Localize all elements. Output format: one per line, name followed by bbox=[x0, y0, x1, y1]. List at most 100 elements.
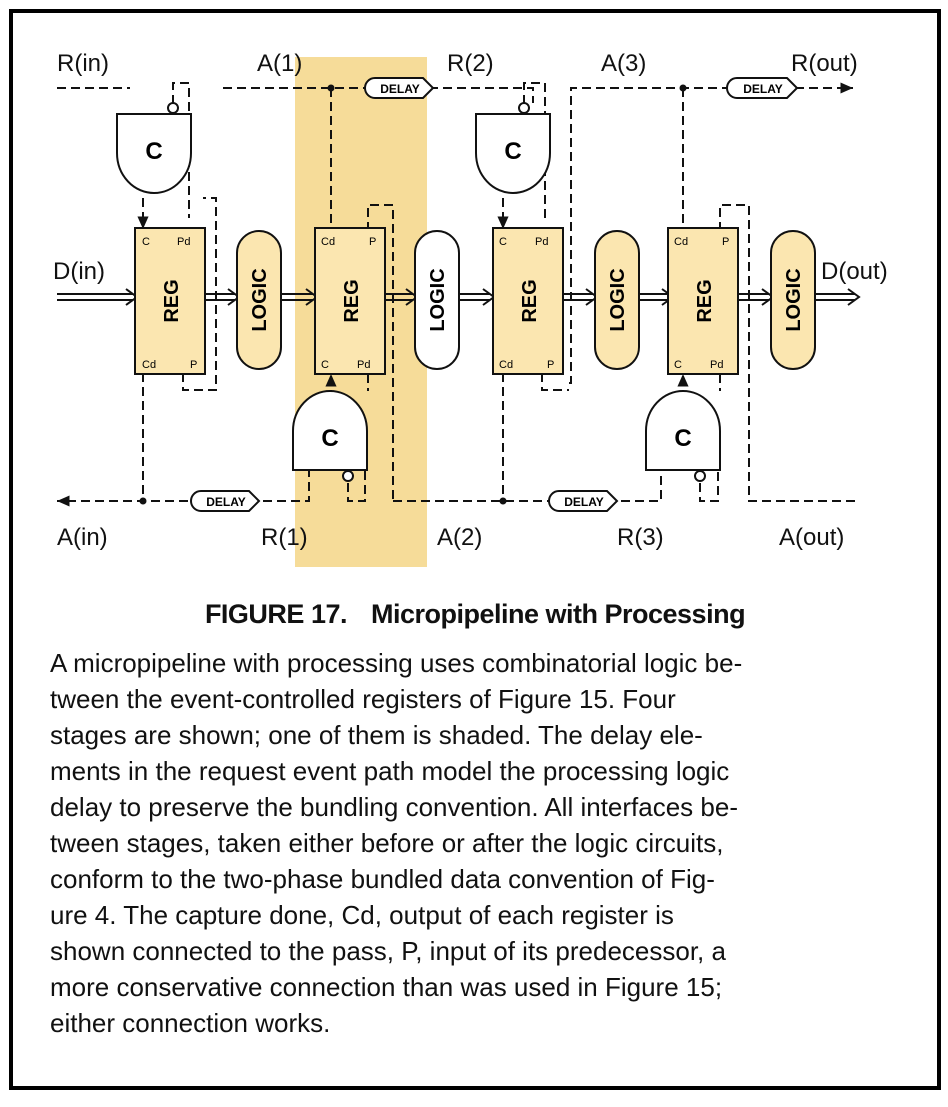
c-element-3: C bbox=[475, 102, 551, 194]
r1-wire bbox=[263, 468, 310, 502]
junction-a-in bbox=[139, 497, 147, 505]
data-wire-3 bbox=[386, 293, 413, 301]
caption-line: more conservative connection than was us… bbox=[50, 972, 723, 1002]
junction-a3 bbox=[679, 84, 687, 92]
svg-text:DELAY: DELAY bbox=[380, 82, 420, 96]
figure-title: Micropipeline with Processing bbox=[370, 599, 746, 629]
svg-text:REG: REG bbox=[161, 279, 183, 322]
label-r3: R(3) bbox=[617, 524, 664, 551]
data-wire-6 bbox=[637, 293, 669, 301]
svg-text:Cd: Cd bbox=[674, 236, 688, 248]
svg-text:P: P bbox=[722, 236, 729, 248]
data-arrow-out bbox=[847, 288, 861, 306]
c-element-4: C bbox=[645, 390, 721, 482]
caption-line: conform to the two-phase bundled data co… bbox=[50, 864, 715, 894]
register-3: C Pd Cd P REG bbox=[492, 227, 564, 375]
label-r2: R(2) bbox=[447, 50, 494, 77]
svg-text:C: C bbox=[142, 236, 150, 248]
delay-element-top-2: DELAY bbox=[726, 77, 799, 99]
svg-text:C: C bbox=[321, 425, 338, 452]
svg-text:LOGIC: LOGIC bbox=[783, 268, 805, 331]
reg3-p-wire bbox=[541, 373, 569, 391]
register-1: C Pd Cd P REG bbox=[134, 227, 206, 375]
label-a-in: A(in) bbox=[57, 524, 108, 551]
label-a1: A(1) bbox=[257, 50, 302, 77]
svg-text:REG: REG bbox=[341, 279, 363, 322]
data-wire-in bbox=[57, 293, 133, 301]
junction-a1 bbox=[327, 84, 335, 92]
reg2-p-loop bbox=[367, 204, 394, 501]
label-r-in: R(in) bbox=[57, 50, 109, 77]
r3-wire bbox=[621, 468, 662, 502]
a3-wire bbox=[569, 87, 733, 384]
svg-text:DELAY: DELAY bbox=[743, 82, 783, 96]
svg-text:C: C bbox=[674, 359, 682, 371]
data-wire-out bbox=[813, 293, 855, 301]
svg-text:DELAY: DELAY bbox=[206, 495, 246, 509]
micropipeline-diagram: C Pd Cd P REG Cd P C Pd REG C Pd Cd P RE… bbox=[53, 50, 888, 567]
logic-block-3: LOGIC bbox=[594, 230, 640, 370]
svg-text:Pd: Pd bbox=[357, 359, 370, 371]
svg-text:LOGIC: LOGIC bbox=[249, 268, 271, 331]
caption-line: A micropipeline with processing uses com… bbox=[50, 648, 743, 678]
label-a2: A(2) bbox=[437, 524, 482, 551]
caption-line: stages are shown; one of them is shaded.… bbox=[50, 720, 703, 750]
register-2: Cd P C Pd REG bbox=[314, 227, 386, 375]
junction-a2 bbox=[499, 497, 507, 505]
figure-caption-title: FIGURE 17. Micropipeline with Processing bbox=[13, 599, 937, 630]
caption-line: delay to preserve the bundling conventio… bbox=[50, 792, 738, 822]
data-wire-4 bbox=[459, 293, 490, 301]
delay-element-top-1: DELAY bbox=[364, 77, 435, 99]
data-wire-7 bbox=[738, 293, 769, 301]
svg-text:C: C bbox=[321, 359, 329, 371]
caption-line: tween the event-controlled registers of … bbox=[50, 684, 676, 714]
svg-text:LOGIC: LOGIC bbox=[607, 268, 629, 331]
label-r-out: R(out) bbox=[791, 50, 858, 77]
svg-text:Pd: Pd bbox=[177, 236, 190, 248]
label-d-out: D(out) bbox=[821, 258, 888, 285]
svg-text:P: P bbox=[547, 359, 554, 371]
label-d-in: D(in) bbox=[53, 258, 105, 285]
svg-text:Pd: Pd bbox=[535, 236, 548, 248]
svg-text:C: C bbox=[504, 138, 521, 165]
figure-frame: C Pd Cd P REG Cd P C Pd REG C Pd Cd P RE… bbox=[9, 9, 941, 1090]
svg-text:Cd: Cd bbox=[499, 359, 513, 371]
figure-number: FIGURE 17. bbox=[204, 599, 348, 629]
svg-text:Cd: Cd bbox=[321, 236, 335, 248]
c-element-1: C bbox=[116, 102, 192, 194]
logic-block-4: LOGIC bbox=[770, 230, 816, 370]
figure-caption-body: A micropipeline with processing uses com… bbox=[50, 645, 920, 1041]
label-r1: R(1) bbox=[261, 524, 308, 551]
caption-line: shown connected to the pass, P, input of… bbox=[50, 936, 726, 966]
data-wire-2 bbox=[279, 293, 313, 301]
register-4: Cd P C Pd REG bbox=[667, 227, 739, 375]
r2-wire bbox=[429, 87, 534, 103]
svg-text:REG: REG bbox=[519, 279, 541, 322]
logic-block-1: LOGIC bbox=[236, 230, 282, 370]
label-a3: A(3) bbox=[601, 50, 646, 77]
svg-text:LOGIC: LOGIC bbox=[427, 268, 449, 331]
caption-line: ments in the request event path model th… bbox=[50, 756, 730, 786]
c2-ack-wire bbox=[347, 374, 369, 502]
svg-text:Pd: Pd bbox=[710, 359, 723, 371]
logic-block-2: LOGIC bbox=[414, 230, 460, 370]
label-a-out: A(out) bbox=[779, 524, 844, 551]
delay-element-bottom-2: DELAY bbox=[548, 490, 619, 512]
svg-text:REG: REG bbox=[694, 279, 716, 322]
svg-text:C: C bbox=[499, 236, 507, 248]
data-wire-1 bbox=[206, 293, 235, 301]
svg-text:P: P bbox=[190, 359, 197, 371]
svg-text:DELAY: DELAY bbox=[564, 495, 604, 509]
svg-text:C: C bbox=[674, 425, 691, 452]
caption-line: ure 4. The capture done, Cd, output of e… bbox=[50, 900, 674, 930]
data-wire-5 bbox=[563, 293, 593, 301]
c-element-2: C bbox=[292, 390, 368, 482]
caption-line: either connection works. bbox=[50, 1008, 331, 1038]
reg1-p-wire bbox=[182, 197, 217, 391]
c4-ack-wire bbox=[699, 374, 721, 502]
delay-element-bottom-1: DELAY bbox=[190, 490, 261, 512]
caption-line: tween stages, taken either before or aft… bbox=[50, 828, 724, 858]
c3-ack-wire bbox=[523, 82, 546, 218]
svg-text:P: P bbox=[369, 236, 376, 248]
svg-text:C: C bbox=[145, 138, 162, 165]
